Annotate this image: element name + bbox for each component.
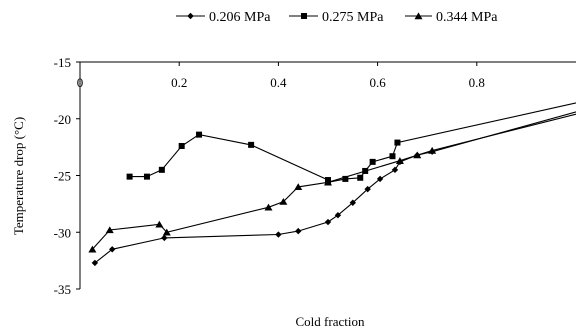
series-2-point-3 [162,228,171,236]
series-1-point-0 [126,173,133,180]
x-tick-label-3: 0.6 [369,75,386,90]
legend-label-0: 0.206 MPa [209,10,271,25]
series-1-point-11 [369,158,376,165]
series-0-point-7 [349,199,356,206]
series-0-point-4 [295,227,302,235]
series-line-0 [94,111,576,264]
series-0-point-10 [391,166,399,174]
series-1-point-3 [178,142,185,149]
x-ticks: 0 0.2 0.4 0.6 0.8 [77,62,485,90]
y-tick-label-0: -15 [54,55,71,70]
series-2-point-2 [155,220,164,228]
series-2-point-10 [428,146,437,154]
series-0-point-3 [275,231,282,238]
series-markers [88,131,437,267]
series-0-point-8 [364,185,371,193]
legend-item-1: 0.275 MPa [289,10,384,25]
series-1-point-9 [357,174,364,181]
series-2-point-4 [264,203,273,211]
legend-label-2: 0.344 MPa [436,10,498,25]
y-tick-label-3: -30 [54,225,71,240]
series-1-point-8 [342,175,349,182]
series-2-point-7 [324,178,332,186]
y-ticks: -15 -20 -25 -30 -35 [54,55,80,297]
legend-marker-square [301,13,307,19]
y-axis-title: Temperature drop (°C) [11,117,26,235]
y-tick-label-1: -20 [54,112,71,127]
series-0-point-6 [334,212,342,219]
series-0-point-1 [109,246,116,253]
plot-area: -15 -20 -25 -30 -35 0 0.2 0.4 0.6 0.8 [54,55,576,297]
legend-item-0: 0.206 MPa [176,10,271,25]
series-line-1 [129,102,576,183]
y-tick-label-4: -35 [54,282,71,297]
legend-marker-triangle [414,12,423,20]
series-1-point-5 [248,141,255,148]
series-2-point-6 [294,183,303,191]
series-1-point-12 [389,153,396,160]
series-2-point-0 [88,245,97,253]
x-axis-title: Cold fraction [296,314,365,329]
x-tick-label-1: 0.2 [171,75,187,90]
x-tick-label-2: 0.4 [270,75,287,90]
series-1-point-10 [362,167,369,174]
series-0-point-5 [324,218,332,226]
series-1-point-13 [394,139,401,146]
series-2-point-9 [413,151,422,159]
series-1-point-1 [143,173,150,180]
series-line-2 [91,113,576,250]
legend-label-1: 0.275 MPa [322,10,384,25]
legend: 0.206 MPa 0.275 MPa 0.344 MPa [176,10,498,25]
series-0-point-0 [91,259,99,267]
series-0-point-2 [161,234,168,242]
y-tick-label-2: -25 [54,169,71,184]
series-0-point-9 [376,175,384,183]
legend-item-2: 0.344 MPa [405,10,498,25]
series-2-point-1 [105,226,114,234]
series-1-point-4 [196,131,203,138]
series-1-point-2 [158,166,165,173]
x-tick-label-4: 0.8 [469,75,485,90]
series-2-point-8 [395,157,404,164]
x-tick-label-0: 0 [77,75,84,90]
series-2-point-5 [279,198,288,205]
legend-marker-diamond [187,12,194,20]
